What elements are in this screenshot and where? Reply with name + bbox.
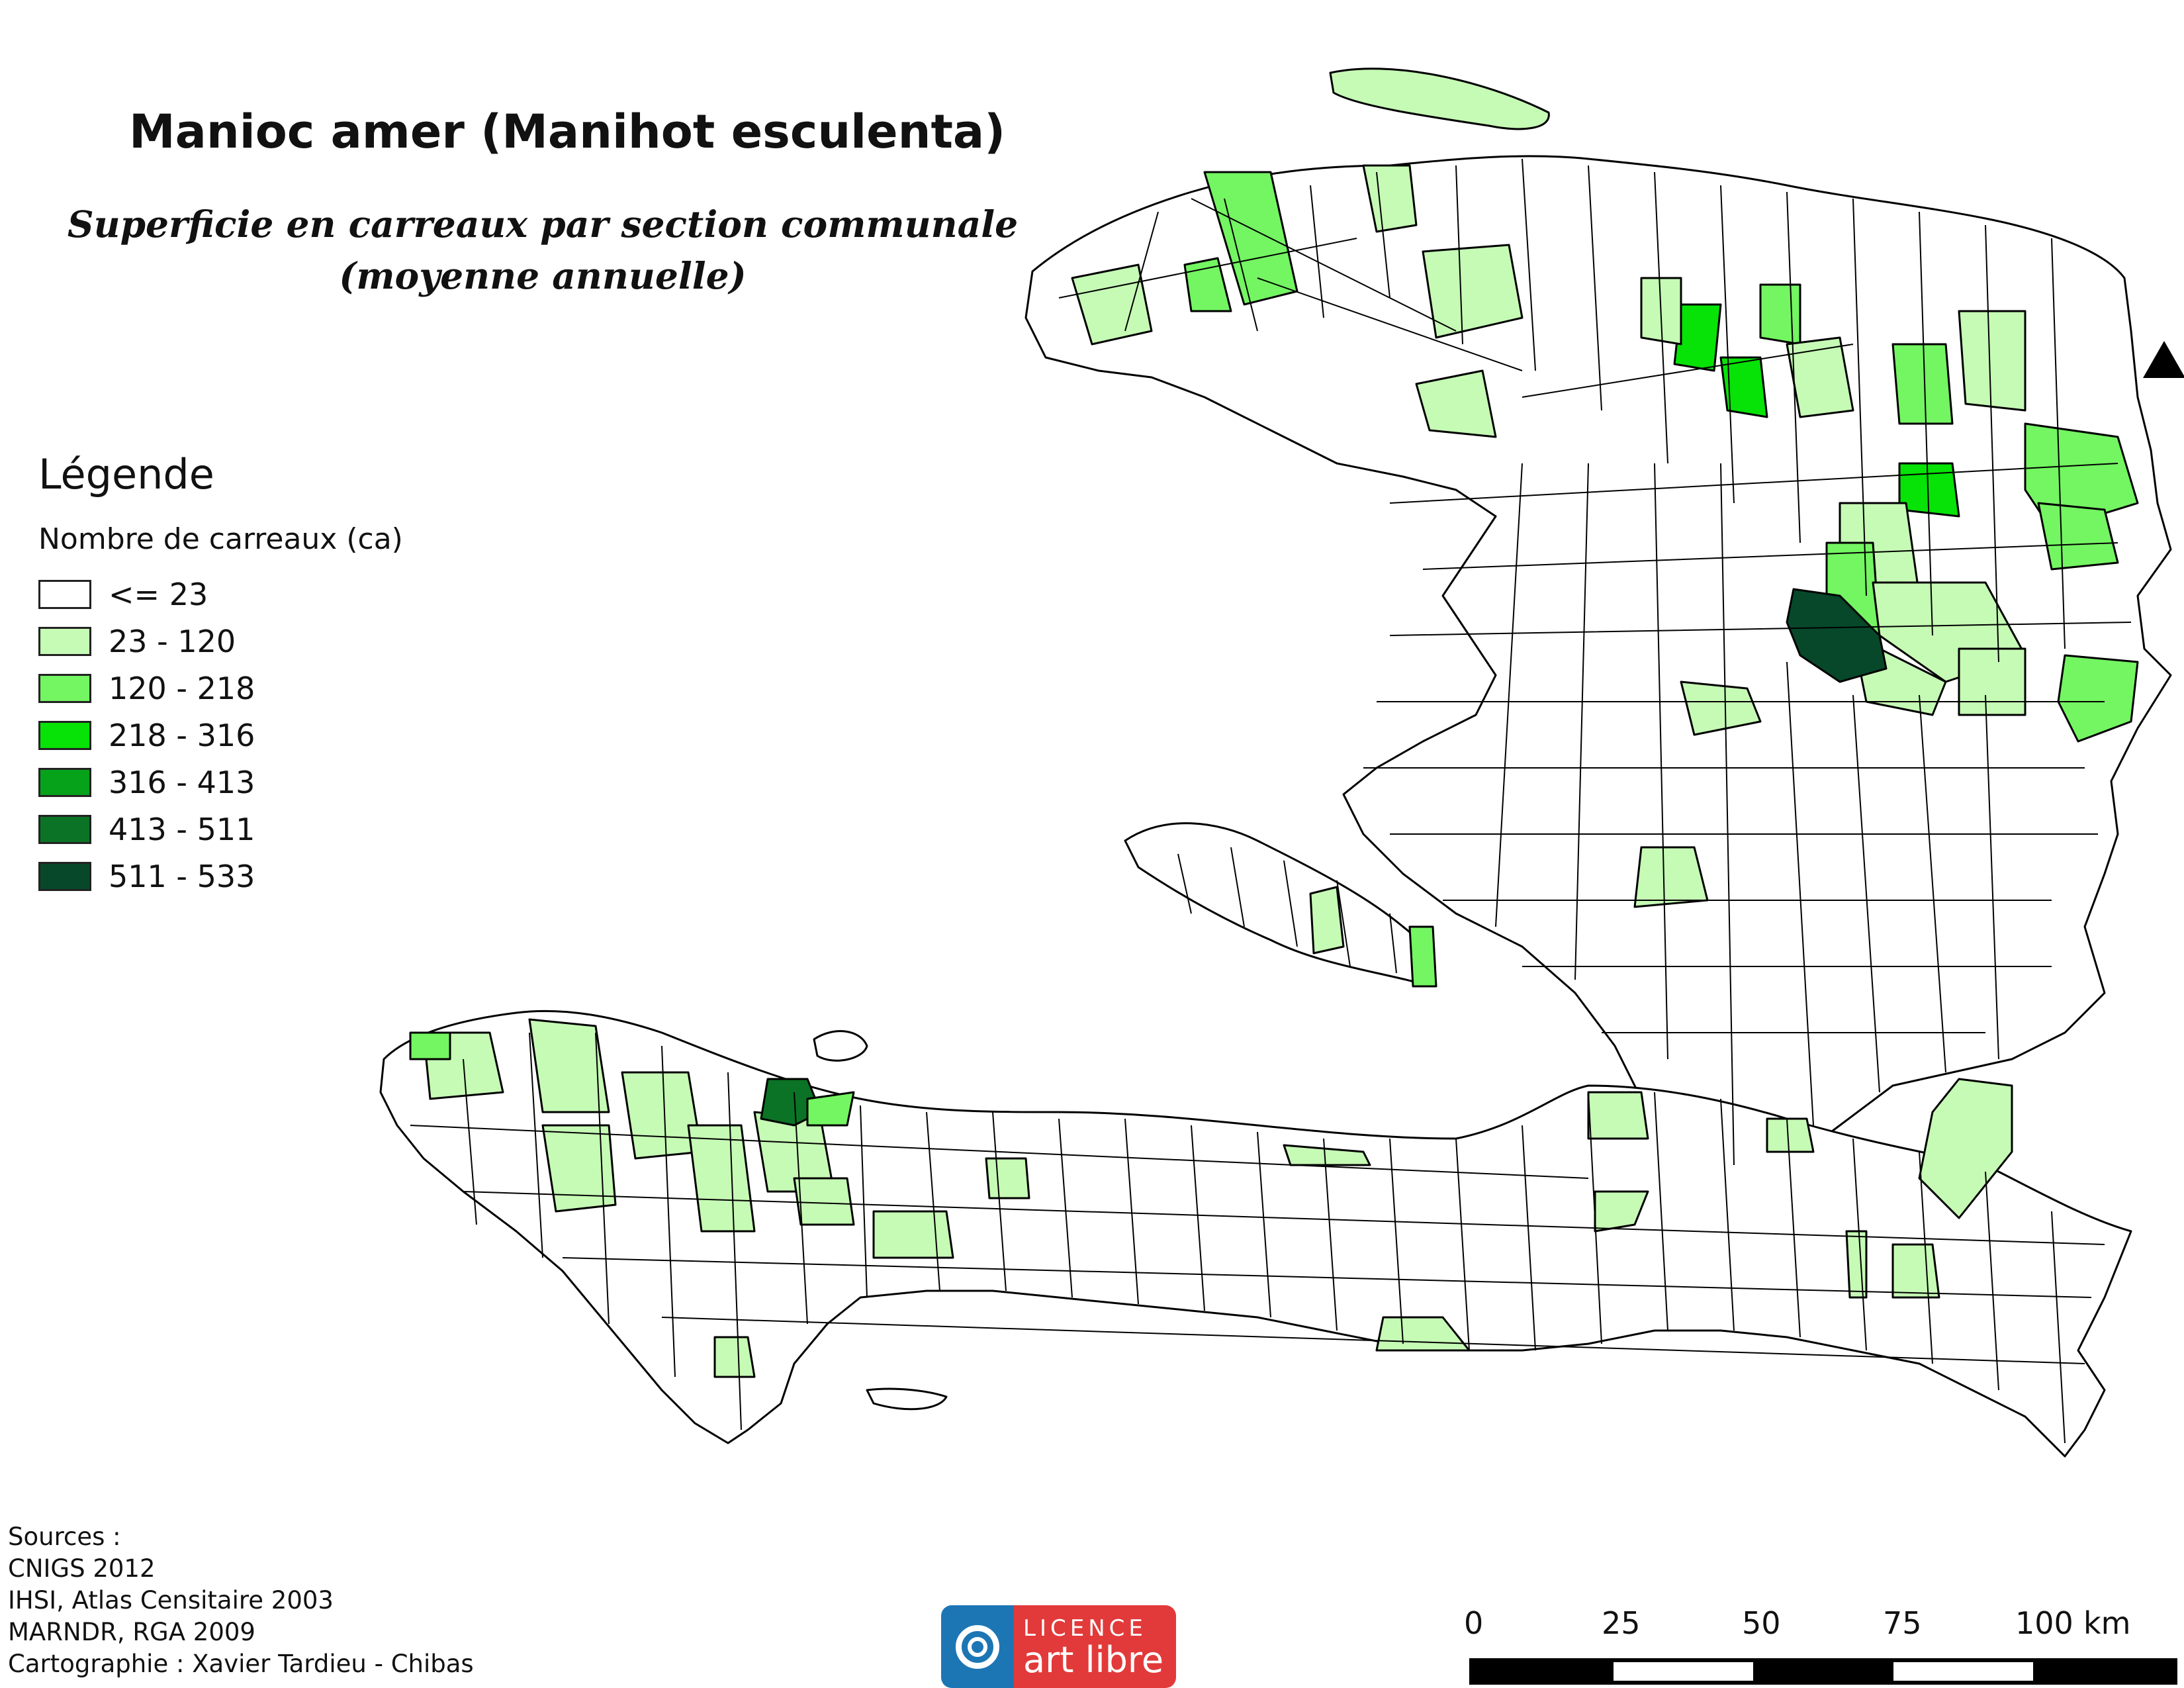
map-title: Manioc amer (Manihot esculenta) xyxy=(129,105,1006,159)
tortuga-island xyxy=(1329,68,1550,130)
section-class-3-h xyxy=(2057,654,2139,743)
subtitle-line-2: (moyenne annuelle) xyxy=(339,254,747,297)
legend-swatch xyxy=(38,767,91,797)
legend-swatch xyxy=(38,673,91,703)
licence-ring-icon xyxy=(941,1605,1014,1688)
section-class-2-w xyxy=(713,1336,756,1378)
section-class-2-b xyxy=(1362,164,1418,233)
scale-tick-0: 0 xyxy=(1464,1605,1484,1641)
section-class-2-q xyxy=(541,1124,617,1213)
section-class-2-r xyxy=(621,1071,703,1160)
scale-tick-75: 75 xyxy=(1883,1605,1922,1641)
legend-class-5: 316 - 413 xyxy=(38,759,403,806)
legend-class-1: <= 23 xyxy=(38,571,403,618)
sources-line: Sources : xyxy=(8,1523,121,1551)
section-class-3-c xyxy=(1759,283,1801,346)
section-class-2-m xyxy=(1633,846,1709,908)
section-class-2-aa xyxy=(1587,1091,1649,1140)
scale-bar-graphic xyxy=(1469,1658,2177,1685)
section-class-3-i xyxy=(1408,925,1437,988)
section-class-2-v xyxy=(872,1210,954,1259)
section-class-3-b xyxy=(1183,257,1232,312)
section-class-2-s xyxy=(687,1124,756,1233)
legend-swatch xyxy=(38,814,91,844)
scale-unit: km xyxy=(2083,1605,2131,1641)
section-class-3-d xyxy=(1891,343,1954,425)
cayemites-island xyxy=(813,1030,868,1062)
legend-class-6: 413 - 511 xyxy=(38,806,403,853)
legend: Légende Nombre de carreaux (ca) <= 23 23… xyxy=(38,450,403,900)
scale-tick-25: 25 xyxy=(1602,1605,1641,1641)
section-class-2-d xyxy=(1415,369,1497,438)
section-class-2-a xyxy=(1071,263,1153,346)
legend-swatch xyxy=(38,861,91,891)
section-class-4-c xyxy=(1898,462,1960,518)
section-class-4-b xyxy=(1719,356,1768,418)
section-class-2-p xyxy=(528,1018,610,1113)
legend-class-2: 23 - 120 xyxy=(38,618,403,665)
section-class-2-x xyxy=(985,1157,1030,1199)
scale-tick-50: 50 xyxy=(1742,1605,1781,1641)
legend-label: 120 - 218 xyxy=(109,670,255,706)
section-class-2-f xyxy=(1786,336,1854,418)
legend-label: 23 - 120 xyxy=(109,623,236,659)
legend-swatch xyxy=(38,579,91,609)
legend-swatch xyxy=(38,626,91,656)
sources-line: MARNDR, RGA 2009 xyxy=(8,1618,255,1646)
sources-line: IHSI, Atlas Censitaire 2003 xyxy=(8,1586,334,1615)
section-class-2-k xyxy=(1958,647,2026,716)
licence-bottom-text: art libre xyxy=(1023,1638,1164,1681)
sources-block: Sources : CNIGS 2012 IHSI, Atlas Censita… xyxy=(8,1521,474,1680)
sources-line: CNIGS 2012 xyxy=(8,1554,156,1583)
section-class-2-n xyxy=(1309,886,1345,955)
section-class-3-k xyxy=(806,1091,855,1127)
section-class-2-y xyxy=(1283,1144,1371,1166)
map-subtitle: Superficie en carreaux par section commu… xyxy=(66,199,1019,302)
legend-swatch xyxy=(38,720,91,750)
section-class-2-ad xyxy=(1891,1243,1940,1299)
legend-class-3: 120 - 218 xyxy=(38,665,403,712)
scale-tick-100: 100 xyxy=(2015,1605,2073,1641)
section-class-3-j xyxy=(409,1031,451,1060)
section-class-2-ab xyxy=(1766,1117,1815,1153)
legend-label: <= 23 xyxy=(109,576,208,612)
section-class-3-f xyxy=(2037,502,2119,571)
legend-label: 316 - 413 xyxy=(109,764,255,800)
ile-a-vache xyxy=(866,1387,948,1411)
licence-top-text: LICENCE xyxy=(1023,1615,1147,1642)
legend-subheading: Nombre de carreaux (ca) xyxy=(38,522,403,556)
legend-class-4: 218 - 316 xyxy=(38,712,403,759)
licence-art-libre-logo: LICENCE art libre xyxy=(941,1605,1176,1688)
sources-line: Cartographie : Xavier Tardieu - Chibas xyxy=(8,1650,474,1678)
legend-label: 511 - 533 xyxy=(109,858,255,894)
subtitle-line-1: Superficie en carreaux par section commu… xyxy=(67,203,1019,246)
legend-label: 218 - 316 xyxy=(109,717,255,753)
legend-heading: Légende xyxy=(38,450,214,498)
section-class-2-g xyxy=(1958,310,2026,412)
section-class-2-c xyxy=(1422,244,1524,339)
north-arrow-icon xyxy=(2143,341,2184,378)
legend-class-7: 511 - 533 xyxy=(38,853,403,900)
section-class-2-ac xyxy=(1918,1078,2013,1219)
legend-label: 413 - 511 xyxy=(109,811,255,847)
section-class-2-u xyxy=(793,1177,855,1226)
section-class-2-ae xyxy=(1845,1230,1868,1299)
